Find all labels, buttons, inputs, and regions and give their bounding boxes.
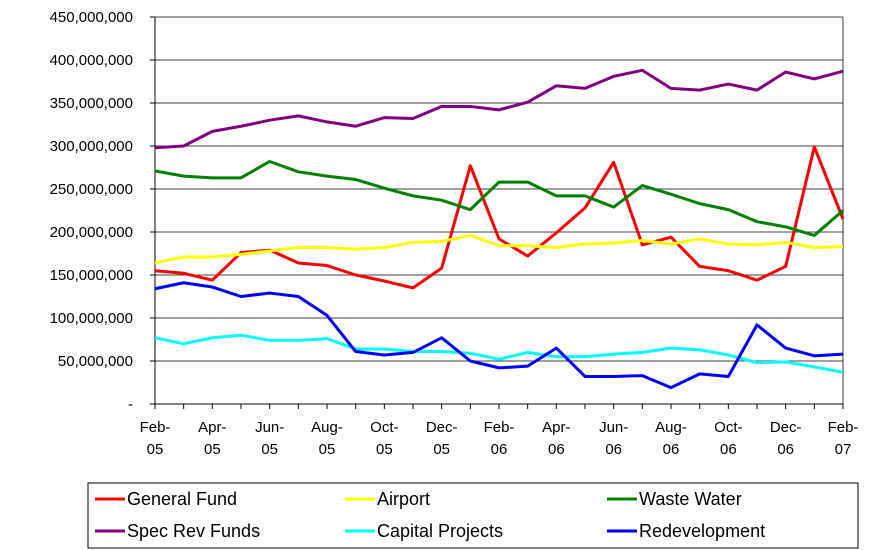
x-tick-label: Apr-05: [198, 419, 226, 458]
legend-box: [87, 482, 859, 549]
x-tick-label: Dec-06: [770, 419, 802, 458]
series-line: [154, 281, 844, 390]
legend-label: Capital Projects: [377, 521, 503, 541]
series-line: [154, 233, 844, 265]
x-tick-label: Oct-06: [714, 419, 742, 458]
x-tick-label: Dec-05: [426, 419, 458, 458]
series-line: [154, 68, 844, 150]
series-line: [154, 333, 844, 374]
y-tick-label: 350,000,000: [50, 95, 133, 112]
y-tick-label: 100,000,000: [50, 310, 133, 327]
x-tick-label: Jun-05: [255, 419, 284, 458]
y-tick-label: -: [128, 396, 133, 413]
x-tick-label: Feb-07: [828, 419, 859, 458]
legend-label: Redevelopment: [639, 521, 765, 541]
y-tick-label: 50,000,000: [58, 353, 133, 370]
y-tick-label: 250,000,000: [50, 181, 133, 198]
y-tick-label: 150,000,000: [50, 267, 133, 284]
y-tick-label: 400,000,000: [50, 52, 133, 69]
legend-label: Spec Rev Funds: [127, 521, 260, 541]
x-tick-label: Feb-06: [484, 419, 515, 458]
x-tick-label: Oct-05: [370, 419, 398, 458]
x-tick-label: Feb-05: [140, 419, 171, 458]
series-line: [154, 159, 844, 237]
x-tick-label: Apr-06: [542, 419, 570, 458]
legend-label: Airport: [377, 489, 430, 509]
y-tick-label: 300,000,000: [50, 138, 133, 155]
x-tick-label: Jun-06: [599, 419, 628, 458]
x-tick-label: Aug-05: [311, 419, 343, 458]
y-tick-label: 200,000,000: [50, 224, 133, 241]
x-tick-label: Aug-06: [655, 419, 687, 458]
legend-label: General Fund: [127, 489, 237, 509]
legend: General Fund Airport Waste Water Spec Rev F…: [87, 482, 859, 549]
y-tick-label: 450,000,000: [50, 9, 133, 26]
legend-label: Waste Water: [639, 489, 742, 509]
